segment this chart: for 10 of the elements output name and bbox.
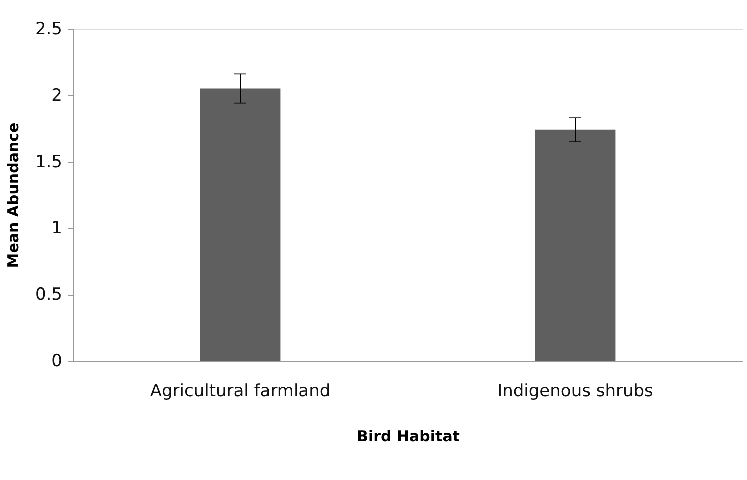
y-tick-label: 2.5 xyxy=(35,20,62,40)
y-tick-label: 0.5 xyxy=(35,285,62,306)
x-tick-label: Indigenous shrubs xyxy=(498,382,654,402)
y-tick-label: 1 xyxy=(52,218,62,239)
y-tick-label: 1.5 xyxy=(35,152,62,172)
y-tick-label: 0 xyxy=(52,352,62,372)
y-axis-title: Mean Abundance xyxy=(4,122,22,268)
y-tick-label: 2 xyxy=(52,86,62,106)
x-tick-label: Agricultural farmland xyxy=(150,382,331,402)
x-axis-title: Bird Habitat xyxy=(357,428,460,446)
